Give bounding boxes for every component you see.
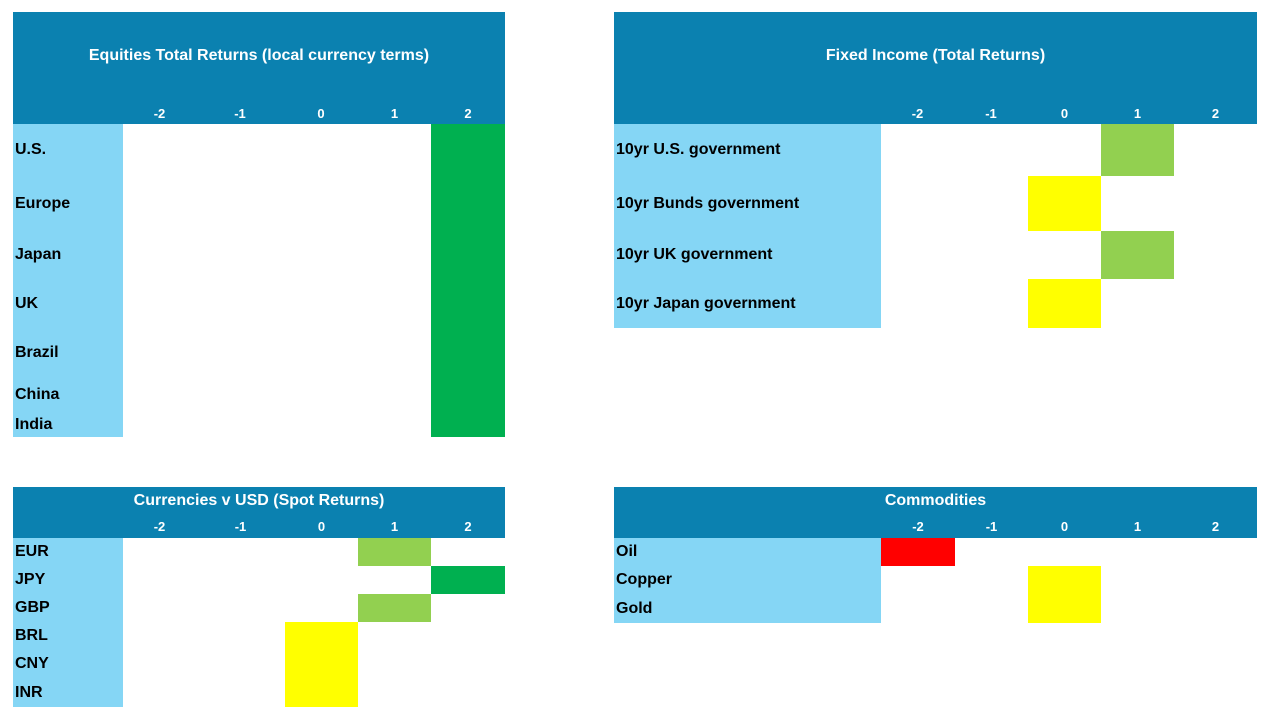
fixed-income-panel: Fixed Income (Total Returns) -2 -1 0 1 2 10y… (614, 12, 1257, 328)
tick-label: 0 (317, 106, 325, 121)
score-cell (431, 377, 505, 412)
tick-label: 1 (1133, 106, 1142, 121)
row-label: Japan (15, 246, 62, 263)
score-cell (358, 538, 431, 566)
score-cell (1028, 594, 1101, 623)
row-label: 10yr Japan government (616, 294, 796, 312)
tick-label: 0 (317, 519, 326, 534)
score-cell (431, 412, 505, 437)
row-label: 10yr U.S. government (616, 141, 781, 158)
fixed-income-header: Fixed Income (Total Returns) -2 -1 0 1 2 (614, 12, 1257, 124)
tick-label: -1 (985, 106, 997, 121)
tick-label: 0 (1060, 519, 1069, 534)
score-cell (1028, 279, 1101, 328)
tick-label: -1 (985, 519, 998, 534)
commodities-panel: Commodities -2 -1 0 1 2 Oil Copper Gold (614, 487, 1257, 623)
tick-label: 1 (390, 106, 399, 121)
score-cell (881, 538, 955, 566)
currencies-header: Currencies v USD (Spot Returns) -2 -1 0 1 2 (13, 487, 505, 538)
score-cell (285, 622, 358, 650)
score-cell (431, 231, 505, 279)
score-cell (431, 566, 505, 594)
row-label: 10yr UK government (616, 246, 773, 263)
row-label: CNY (15, 655, 49, 672)
row-label: Europe (15, 194, 71, 212)
row-label: U.S. (15, 141, 47, 158)
tick-label: 2 (1211, 106, 1220, 121)
commodities-label-column (614, 538, 881, 623)
row-label: China (15, 385, 60, 403)
fixed-income-label-column (614, 124, 881, 328)
tick-label: 2 (1211, 519, 1220, 534)
tick-label: 2 (464, 106, 472, 121)
row-label: GBP (15, 599, 50, 616)
row-label: UK (15, 294, 39, 312)
currencies-title: Currencies v USD (Spot Returns) (133, 492, 385, 509)
equities-header: Equities Total Returns (local currency t… (13, 12, 505, 124)
row-label: Oil (616, 543, 638, 560)
fixed-income-title: Fixed Income (Total Returns) (825, 47, 1046, 64)
score-cell (1101, 124, 1174, 176)
score-cell (431, 176, 505, 231)
row-label: Brazil (15, 343, 59, 361)
tick-label: -2 (912, 519, 924, 534)
tick-label: -2 (153, 519, 166, 534)
score-cell (1101, 231, 1174, 279)
tick-label: 1 (390, 519, 399, 534)
tick-label: 2 (464, 519, 472, 534)
tick-label: -1 (234, 106, 246, 121)
row-label: Copper (616, 571, 672, 588)
currencies-label-column (13, 538, 123, 707)
equities-panel: Equities Total Returns (local currency t… (13, 12, 505, 438)
tick-label: -1 (234, 519, 247, 534)
score-cell (1028, 176, 1101, 231)
row-label: 10yr Bunds government (616, 194, 800, 212)
row-label: JPY (15, 571, 46, 588)
tick-label: 1 (1133, 519, 1142, 534)
score-cell (431, 124, 505, 176)
commodities-header: Commodities -2 -1 0 1 2 (614, 487, 1257, 538)
equities-label-column (13, 124, 123, 437)
score-cell (431, 328, 505, 377)
score-cell (358, 594, 431, 622)
score-cell (285, 650, 358, 678)
equities-title: Equities Total Returns (local currency t… (88, 47, 430, 64)
currencies-panel: Currencies v USD (Spot Returns) -2 -1 0 1 2 … (13, 487, 505, 707)
score-cell (285, 678, 358, 707)
row-label: INR (15, 683, 43, 701)
row-label: Gold (616, 599, 653, 617)
score-cell (431, 279, 505, 328)
score-cell (1028, 566, 1101, 594)
commodities-title: Commodities (884, 492, 987, 509)
row-label: EUR (15, 543, 49, 560)
tick-label: -2 (911, 106, 924, 121)
tick-label: -2 (153, 106, 166, 121)
row-label: BRL (15, 627, 48, 644)
row-label: India (15, 415, 53, 433)
tick-label: 0 (1060, 106, 1069, 121)
